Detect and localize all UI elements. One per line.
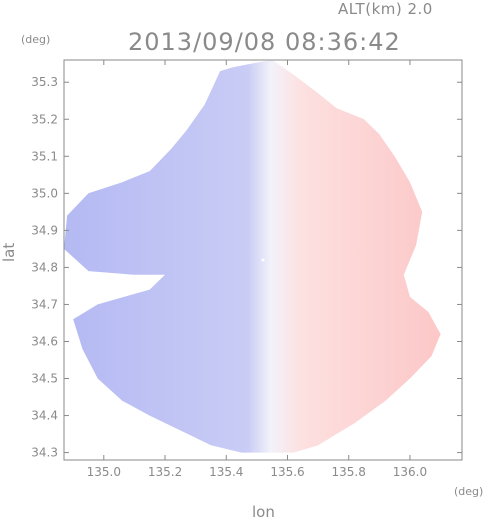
echo-layer	[64, 60, 441, 453]
x-axis-label: lon	[252, 503, 275, 521]
y-tick-label: 34.3	[31, 446, 58, 460]
radar-echo-region	[64, 60, 441, 453]
y-tick-label: 35.0	[31, 186, 58, 200]
radar-center-marker	[261, 258, 265, 262]
y-axis-unit: (deg)	[21, 33, 51, 46]
x-tick-label: 135.8	[332, 465, 366, 479]
x-tick-label: 135.2	[148, 465, 182, 479]
y-tick-label: 35.3	[31, 75, 58, 89]
x-tick-label: 135.0	[87, 465, 121, 479]
x-tick-label: 135.4	[209, 465, 243, 479]
x-tick-label: 135.6	[270, 465, 304, 479]
y-tick-label: 34.6	[31, 334, 58, 348]
chart-title: 2013/09/08 08:36:42	[128, 28, 401, 56]
y-tick-label: 35.1	[31, 149, 58, 163]
y-tick-label: 35.2	[31, 112, 58, 126]
tick-layer: 135.0 135.2 135.4 135.6 135.8 136.0 34.3 34.4 34…	[31, 60, 462, 479]
y-tick-label: 34.9	[31, 223, 58, 237]
altitude-label: ALT(km) 2.0	[338, 0, 433, 18]
y-tick-label: 34.4	[31, 409, 58, 423]
y-tick-label: 34.7	[31, 297, 58, 311]
y-tick-label: 34.5	[31, 372, 58, 386]
x-axis-unit: (deg)	[454, 485, 484, 498]
plot-frame	[63, 59, 463, 461]
x-tick-label: 136.0	[393, 465, 427, 479]
y-tick-label: 34.8	[31, 260, 58, 274]
